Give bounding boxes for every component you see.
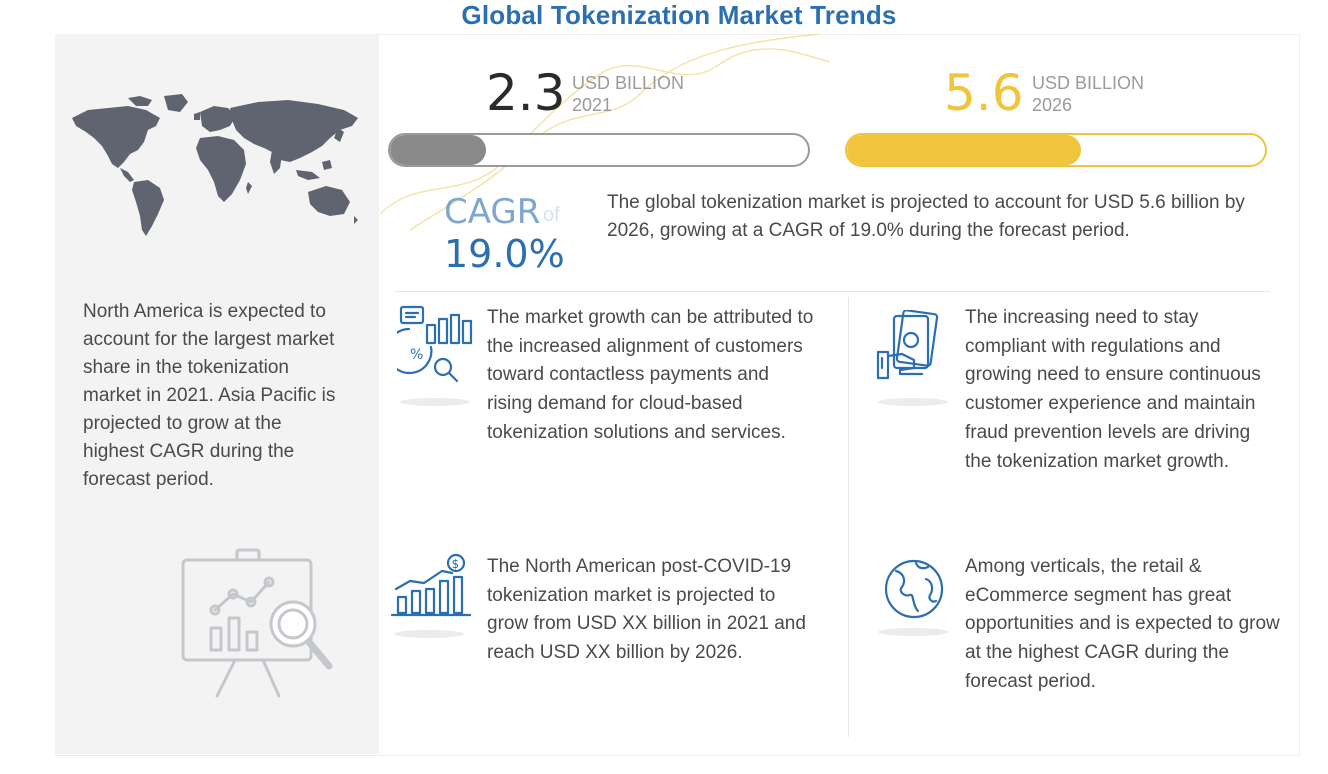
- icon-shadow: [878, 398, 948, 406]
- icon-shadow: [400, 398, 470, 406]
- decorative-curves: [380, 34, 831, 231]
- year-label: 2021: [572, 95, 613, 115]
- market-summary: The global tokenization market is projec…: [607, 192, 1245, 241]
- icon-shadow: [394, 630, 464, 638]
- year-label: 2026: [1032, 95, 1073, 115]
- market-2021-value: 2.3: [486, 64, 566, 122]
- divider-vertical: [848, 297, 849, 737]
- globe-icon: [884, 559, 944, 619]
- svg-text:$: $: [452, 557, 460, 571]
- divider: [395, 291, 1270, 292]
- analytics-icon: %: [397, 305, 473, 383]
- regional-insight-text: North America is expected to account for…: [83, 301, 336, 490]
- insight-text-4: Among verticals, the retail & eCommerce …: [965, 556, 1280, 692]
- market-2021-unit: USD BILLION 2021: [572, 72, 684, 116]
- progress-bar-2026: [845, 133, 1267, 167]
- progress-fill-2026: [847, 135, 1082, 165]
- svg-text:%: %: [410, 347, 423, 363]
- presentation-easel-icon: [181, 548, 333, 698]
- cagr-of: of: [543, 204, 560, 226]
- progress-bar-2021: [388, 133, 810, 167]
- market-2026-value: 5.6: [944, 64, 1024, 122]
- unit-label: USD BILLION: [572, 73, 685, 93]
- insight-text-3: The North American post-COVID-19 tokeniz…: [487, 556, 806, 664]
- insight-text-2: The increasing need to stay compliant wi…: [965, 307, 1261, 472]
- insight-text-1: The market growth can be attributed to t…: [487, 307, 814, 443]
- cagr-label: CAGR: [444, 192, 541, 232]
- payment-hand-icon: [876, 310, 939, 380]
- unit-label: USD BILLION: [1032, 73, 1145, 93]
- page-title: Global Tokenization Market Trends: [461, 0, 897, 30]
- progress-fill-2021: [390, 135, 487, 165]
- growth-chart-dollar-icon: $: [390, 553, 472, 617]
- world-map-icon: [72, 94, 358, 236]
- icon-shadow: [878, 628, 948, 636]
- market-2026-unit: USD BILLION 2026: [1032, 72, 1144, 116]
- cagr-value: 19.0%: [444, 232, 565, 276]
